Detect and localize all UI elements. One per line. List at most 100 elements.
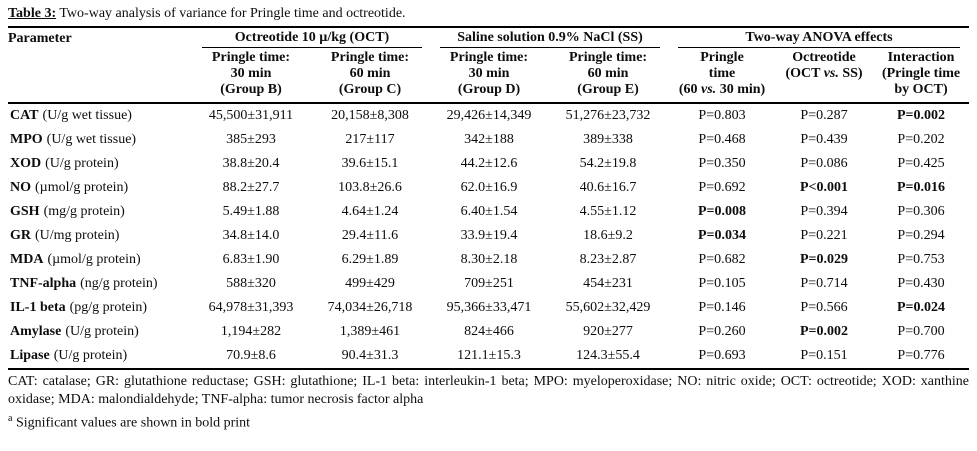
value-cell: 95,366±33,471 xyxy=(446,300,532,315)
param-name: MPO xyxy=(10,132,43,147)
value-cell: 20,158±8,308 xyxy=(331,108,409,123)
table-row: NO (µmol/g protein) 88.2±27.7 103.8±26.6 … xyxy=(8,176,969,200)
table-row: Lipase (U/g protein) 70.9±8.6 90.4±31.3 1… xyxy=(8,344,969,369)
p-value-cell: P=0.425 xyxy=(897,156,945,171)
table-footnotes: CAT: catalase; GR: glutathione reductase… xyxy=(8,373,969,433)
p-value-cell: P<0.001 xyxy=(800,180,849,195)
value-cell: 34.8±14.0 xyxy=(222,228,280,243)
value-cell: 217±117 xyxy=(345,132,395,147)
p-value-cell: P=0.202 xyxy=(897,132,945,147)
p-value-cell: P=0.034 xyxy=(698,228,747,243)
p-value-cell: P=0.287 xyxy=(800,108,848,123)
value-cell: 588±320 xyxy=(226,276,276,291)
value-cell: 1,194±282 xyxy=(220,324,282,339)
p-value-cell: P=0.468 xyxy=(698,132,746,147)
value-cell: 55,602±32,429 xyxy=(565,300,651,315)
param-unit: (pg/g protein) xyxy=(69,300,147,315)
group-header-anova-effects: Two-way ANOVA effects xyxy=(669,27,969,48)
value-cell: 39.6±15.1 xyxy=(341,156,399,171)
value-cell: 33.9±19.4 xyxy=(460,228,518,243)
column-header-parameter: Parameter xyxy=(8,31,72,46)
param-name: IL-1 beta xyxy=(10,300,66,315)
value-cell: 38.8±20.4 xyxy=(222,156,280,171)
p-value-cell: P=0.700 xyxy=(897,324,945,339)
p-value-cell: P=0.024 xyxy=(897,300,946,315)
value-cell: 1,389±461 xyxy=(339,324,401,339)
param-cell: Lipase (U/g protein) xyxy=(8,344,193,369)
column-header-octreotide-effect: Octreotide (OCT vs. SS) xyxy=(785,50,863,81)
value-cell: 51,276±23,732 xyxy=(565,108,651,123)
group-header-row: Parameter Octreotide 10 µ/kg (OCT) Salin… xyxy=(8,27,969,48)
value-cell: 29,426±14,349 xyxy=(446,108,532,123)
paper-table-page: Table 3: Two-way analysis of variance fo… xyxy=(8,5,970,433)
table-row: Amylase (U/g protein) 1,194±282 1,389±461… xyxy=(8,320,969,344)
value-cell: 385±293 xyxy=(226,132,276,147)
table-caption-label: Table 3: xyxy=(8,6,57,21)
value-cell: 18.6±9.2 xyxy=(583,228,633,243)
p-value-cell: P=0.394 xyxy=(800,204,848,219)
value-cell: 6.40±1.54 xyxy=(460,204,518,219)
param-cell: MPO (U/g wet tissue) xyxy=(8,128,193,152)
param-name: GR xyxy=(10,228,31,243)
param-cell: GSH (mg/g protein) xyxy=(8,200,193,224)
p-value-cell: P=0.692 xyxy=(698,180,746,195)
param-unit: (U/g protein) xyxy=(45,156,119,171)
param-cell: MDA (µmol/g protein) xyxy=(8,248,193,272)
value-cell: 40.6±16.7 xyxy=(579,180,637,195)
value-cell: 64,978±31,393 xyxy=(208,300,294,315)
value-cell: 389±338 xyxy=(583,132,633,147)
param-unit: (mg/g protein) xyxy=(43,204,125,219)
column-header-pringle-effect: Pringle time (60 vs. 30 min) xyxy=(678,50,766,97)
value-cell: 4.64±1.24 xyxy=(341,204,399,219)
table-caption: Table 3: Two-way analysis of variance fo… xyxy=(8,5,969,23)
p-value-cell: P=0.002 xyxy=(800,324,849,339)
param-cell: CAT (U/g wet tissue) xyxy=(8,103,193,128)
value-cell: 121.1±15.3 xyxy=(457,348,521,363)
p-value-cell: P=0.008 xyxy=(698,204,747,219)
p-value-cell: P=0.430 xyxy=(897,276,945,291)
param-unit: (U/g protein) xyxy=(53,348,128,363)
significance-note: a Significant values are shown in bold p… xyxy=(8,410,969,433)
param-cell: GR (U/mg protein) xyxy=(8,224,193,248)
table-row: XOD (U/g protein) 38.8±20.4 39.6±15.1 44.… xyxy=(8,152,969,176)
param-unit: (ng/g protein) xyxy=(80,276,158,291)
p-value-cell: P=0.029 xyxy=(800,252,849,267)
p-value-cell: P=0.151 xyxy=(800,348,848,363)
param-cell: Amylase (U/g protein) xyxy=(8,320,193,344)
table-caption-text: Two-way analysis of variance for Pringle… xyxy=(56,6,406,21)
value-cell: 124.3±55.4 xyxy=(576,348,640,363)
significance-note-text: Significant values are shown in bold pri… xyxy=(12,415,251,431)
column-header-interaction-effect: Interaction (Pringle time by OCT) xyxy=(881,50,961,97)
value-cell: 824±466 xyxy=(464,324,514,339)
p-value-cell: P=0.566 xyxy=(800,300,848,315)
value-cell: 8.30±2.18 xyxy=(460,252,518,267)
column-header-group-c: Pringle time: 60 min (Group C) xyxy=(330,50,410,97)
p-value-cell: P=0.221 xyxy=(800,228,848,243)
value-cell: 44.2±12.6 xyxy=(460,156,518,171)
param-cell: NO (µmol/g protein) xyxy=(8,176,193,200)
p-value-cell: P=0.776 xyxy=(897,348,945,363)
p-value-cell: P=0.714 xyxy=(800,276,848,291)
p-value-cell: P=0.306 xyxy=(897,204,945,219)
param-name: TNF-alpha xyxy=(10,276,77,291)
param-cell: XOD (U/g protein) xyxy=(8,152,193,176)
p-value-cell: P=0.086 xyxy=(800,156,848,171)
value-cell: 6.29±1.89 xyxy=(341,252,399,267)
value-cell: 709±251 xyxy=(464,276,514,291)
p-value-cell: P=0.294 xyxy=(897,228,945,243)
value-cell: 8.23±2.87 xyxy=(579,252,637,267)
p-value-cell: P=0.682 xyxy=(698,252,746,267)
param-unit: (µmol/g protein) xyxy=(35,180,129,195)
param-name: CAT xyxy=(10,108,39,123)
p-value-cell: P=0.753 xyxy=(897,252,945,267)
value-cell: 90.4±31.3 xyxy=(341,348,399,363)
p-value-cell: P=0.016 xyxy=(897,180,946,195)
value-cell: 920±277 xyxy=(583,324,633,339)
p-value-cell: P=0.439 xyxy=(800,132,848,147)
param-unit: (U/g wet tissue) xyxy=(46,132,137,147)
value-cell: 74,034±26,718 xyxy=(327,300,413,315)
column-header-group-d: Pringle time: 30 min (Group D) xyxy=(449,50,529,97)
value-cell: 4.55±1.12 xyxy=(579,204,637,219)
p-value-cell: P=0.146 xyxy=(698,300,746,315)
param-name: Lipase xyxy=(10,348,50,363)
